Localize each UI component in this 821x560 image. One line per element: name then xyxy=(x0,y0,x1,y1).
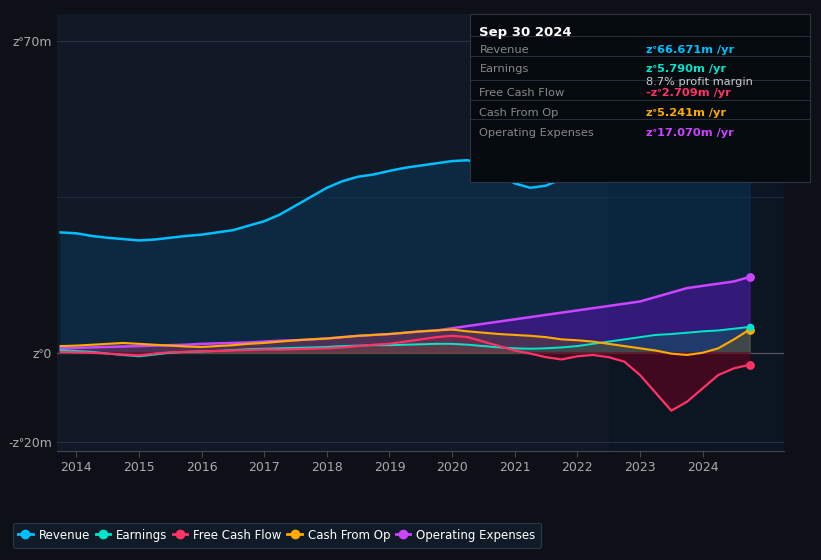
Text: 8.7% profit margin: 8.7% profit margin xyxy=(646,77,753,87)
Point xyxy=(743,323,756,332)
Text: Cash From Op: Cash From Op xyxy=(479,108,559,118)
Point xyxy=(743,36,756,45)
Point xyxy=(743,273,756,282)
Text: -zᐤ2.709m /yr: -zᐤ2.709m /yr xyxy=(646,88,731,99)
Point xyxy=(743,325,756,334)
Text: zᐤ17.070m /yr: zᐤ17.070m /yr xyxy=(646,128,734,138)
Text: zᐤ66.671m /yr: zᐤ66.671m /yr xyxy=(646,45,734,55)
Point xyxy=(743,360,756,369)
Text: Free Cash Flow: Free Cash Flow xyxy=(479,88,565,99)
Text: Earnings: Earnings xyxy=(479,64,529,74)
Text: Revenue: Revenue xyxy=(479,45,529,55)
Legend: Revenue, Earnings, Free Cash Flow, Cash From Op, Operating Expenses: Revenue, Earnings, Free Cash Flow, Cash … xyxy=(12,522,541,548)
Text: zᐤ5.790m /yr: zᐤ5.790m /yr xyxy=(646,64,727,74)
Text: Operating Expenses: Operating Expenses xyxy=(479,128,594,138)
Bar xyxy=(608,14,784,451)
Text: Sep 30 2024: Sep 30 2024 xyxy=(479,26,572,39)
Text: zᐤ5.241m /yr: zᐤ5.241m /yr xyxy=(646,108,727,118)
